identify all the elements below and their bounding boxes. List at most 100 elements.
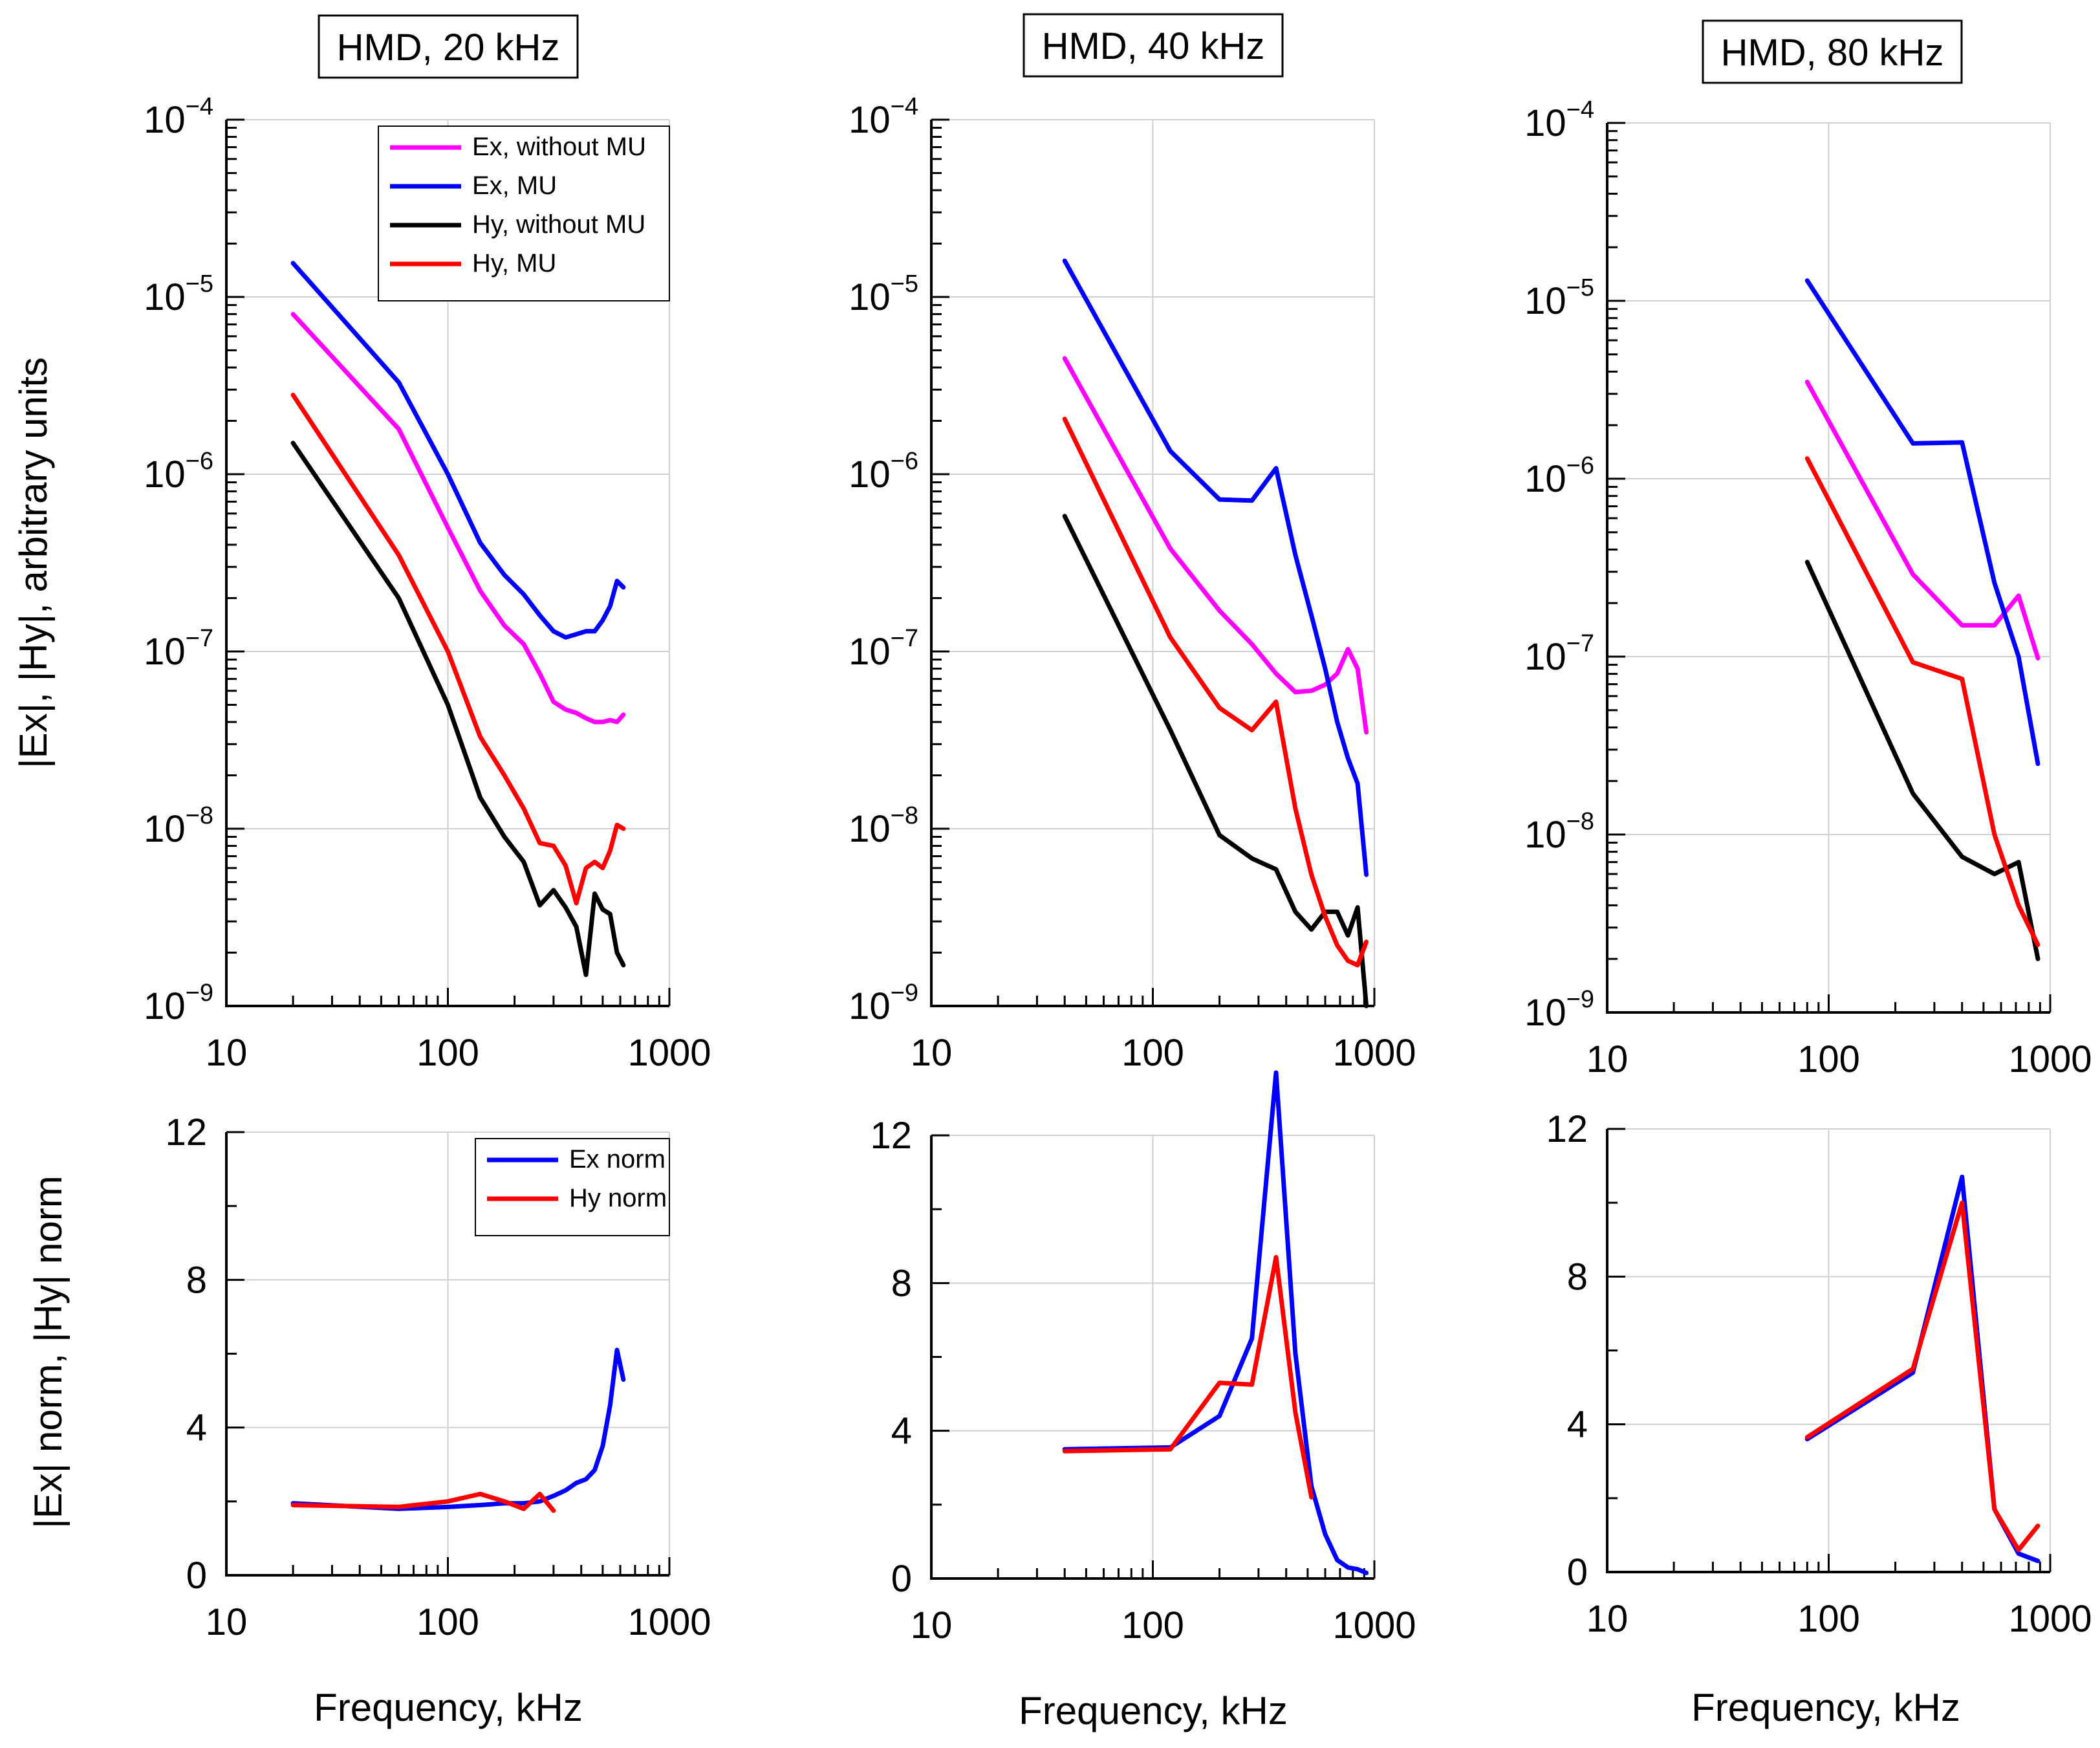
- y-tick-base: 10: [849, 99, 891, 141]
- y-tick-label: 4: [891, 1410, 912, 1452]
- y-tick-label: 12: [1546, 1108, 1588, 1150]
- y-tick-exponent: −7: [891, 625, 918, 652]
- x-tick-label: 1000: [2008, 1038, 2092, 1080]
- y-tick-base: 10: [144, 808, 186, 850]
- y-tick-label: 0: [891, 1558, 912, 1600]
- series-line-hy-mu: [290, 393, 626, 906]
- y-tick-label: 10−8: [144, 802, 213, 850]
- y-tick-label: 10−9: [1524, 986, 1594, 1034]
- y-tick-label: 10−5: [849, 270, 918, 318]
- x-tick-label: 100: [417, 1601, 479, 1643]
- x-tick-label: 10: [206, 1601, 248, 1643]
- x-axis-label: Frequency, kHz: [314, 1686, 583, 1729]
- series-line-hy-mu: [1062, 417, 1369, 968]
- y-tick-label: 0: [1567, 1551, 1588, 1593]
- x-tick-label: 1000: [2008, 1598, 2092, 1640]
- series-line-hy-norm: [1804, 1200, 2040, 1553]
- y-tick-label: 10−4: [849, 93, 918, 141]
- x-tick-label: 100: [417, 1032, 479, 1074]
- y-tick-label: 8: [186, 1259, 207, 1301]
- legend-box: [475, 1138, 670, 1236]
- panel-title: HMD, 40 kHz: [1042, 25, 1265, 67]
- y-tick-base: 10: [1524, 992, 1566, 1034]
- x-tick-label: 10: [911, 1604, 953, 1646]
- series-line-ex-without-mu: [1062, 356, 1369, 735]
- series-line-ex-mu: [290, 261, 626, 640]
- legend-box: [378, 126, 670, 301]
- y-tick-exponent: −7: [1566, 630, 1594, 657]
- legend-label: Ex, without MU: [472, 133, 646, 161]
- x-tick-label: 1000: [627, 1601, 711, 1643]
- y-tick-base: 10: [1524, 814, 1566, 856]
- y-tick-label: 8: [891, 1262, 912, 1304]
- series-line-hy-without-mu: [1062, 514, 1369, 1009]
- y-tick-exponent: −5: [186, 270, 213, 298]
- y-tick-base: 10: [144, 985, 186, 1027]
- legend: Ex norm Hy norm: [475, 1138, 670, 1236]
- y-tick-label: 10−8: [849, 802, 918, 850]
- panel-title: HMD, 20 kHz: [337, 27, 560, 69]
- series-line-ex-mu: [1804, 278, 2040, 767]
- x-tick-label: 100: [1797, 1038, 1860, 1080]
- x-tick-label: 1000: [1332, 1032, 1416, 1074]
- series-line-ex-norm: [1062, 1070, 1369, 1575]
- panel-title-box: [1702, 19, 1963, 84]
- series-line-ex-without-mu: [1804, 379, 2040, 661]
- legend-label: Ex, MU: [472, 171, 557, 200]
- y-tick-base: 10: [849, 808, 891, 850]
- y-axis-label-top: |Ex|, |Hy|, arbitrary units: [12, 357, 55, 769]
- y-tick-exponent: −6: [186, 448, 213, 475]
- x-axis-label: Frequency, kHz: [1019, 1689, 1288, 1732]
- y-tick-base: 10: [1524, 458, 1566, 500]
- y-tick-label: 12: [165, 1111, 207, 1153]
- y-tick-label: 0: [186, 1555, 207, 1597]
- y-tick-exponent: −8: [186, 802, 213, 829]
- series-line-hy-norm: [1062, 1254, 1314, 1500]
- y-tick-label: 10−7: [849, 625, 918, 673]
- y-tick-base: 10: [849, 631, 891, 673]
- legend-label: Hy, without MU: [472, 210, 645, 239]
- y-tick-label: 10−5: [144, 270, 213, 318]
- y-tick-base: 10: [144, 276, 186, 318]
- y-tick-label: 4: [186, 1407, 207, 1449]
- x-tick-label: 1000: [1332, 1604, 1416, 1646]
- legend-label: Hy, MU: [472, 249, 556, 278]
- y-tick-exponent: −6: [1566, 452, 1594, 479]
- panel-title-box: [1023, 13, 1284, 78]
- y-tick-label: 10−9: [144, 979, 213, 1027]
- x-tick-label: 1000: [627, 1032, 711, 1074]
- legend-label: Ex norm: [569, 1145, 666, 1174]
- y-tick-base: 10: [849, 276, 891, 318]
- y-tick-label: 10−5: [1524, 274, 1594, 322]
- x-tick-label: 100: [1121, 1032, 1184, 1074]
- y-tick-label: 10−6: [849, 448, 918, 496]
- legend: Ex, without MU Ex, MU Hy, without MU Hy, MU: [378, 126, 670, 301]
- panel-title-box: [318, 14, 579, 79]
- y-tick-base: 10: [1524, 102, 1566, 144]
- x-tick-label: 100: [1797, 1598, 1860, 1640]
- y-tick-label: 10−6: [1524, 452, 1594, 500]
- x-tick-label: 10: [1586, 1038, 1629, 1080]
- y-tick-exponent: −5: [891, 270, 918, 298]
- y-tick-base: 10: [1524, 280, 1566, 322]
- y-tick-exponent: −7: [186, 625, 213, 652]
- y-tick-label: 10−7: [1524, 630, 1594, 678]
- y-tick-exponent: −8: [1566, 808, 1594, 835]
- y-tick-exponent: −9: [891, 979, 918, 1007]
- x-tick-label: 10: [206, 1032, 248, 1074]
- chart-panel-bottom-20: 10 100 1000 0 4 8 12 Ex norm Hy norm: [165, 1111, 711, 1643]
- series-line-ex-norm: [1804, 1174, 2040, 1564]
- y-tick-exponent: −4: [1566, 96, 1594, 124]
- y-tick-base: 10: [144, 99, 186, 141]
- y-tick-label: 10−7: [144, 625, 213, 673]
- y-tick-base: 10: [849, 985, 891, 1027]
- y-tick-label: 10−4: [144, 93, 213, 141]
- series-line-ex-without-mu: [290, 312, 626, 725]
- y-tick-label: 10−9: [849, 979, 918, 1027]
- chart-panel-bottom-80: 10 100 1000 0 4 8 12: [1546, 1108, 2092, 1640]
- series-line-hy-norm: [290, 1491, 556, 1513]
- x-tick-label: 100: [1121, 1604, 1184, 1646]
- y-tick-exponent: −9: [186, 979, 213, 1007]
